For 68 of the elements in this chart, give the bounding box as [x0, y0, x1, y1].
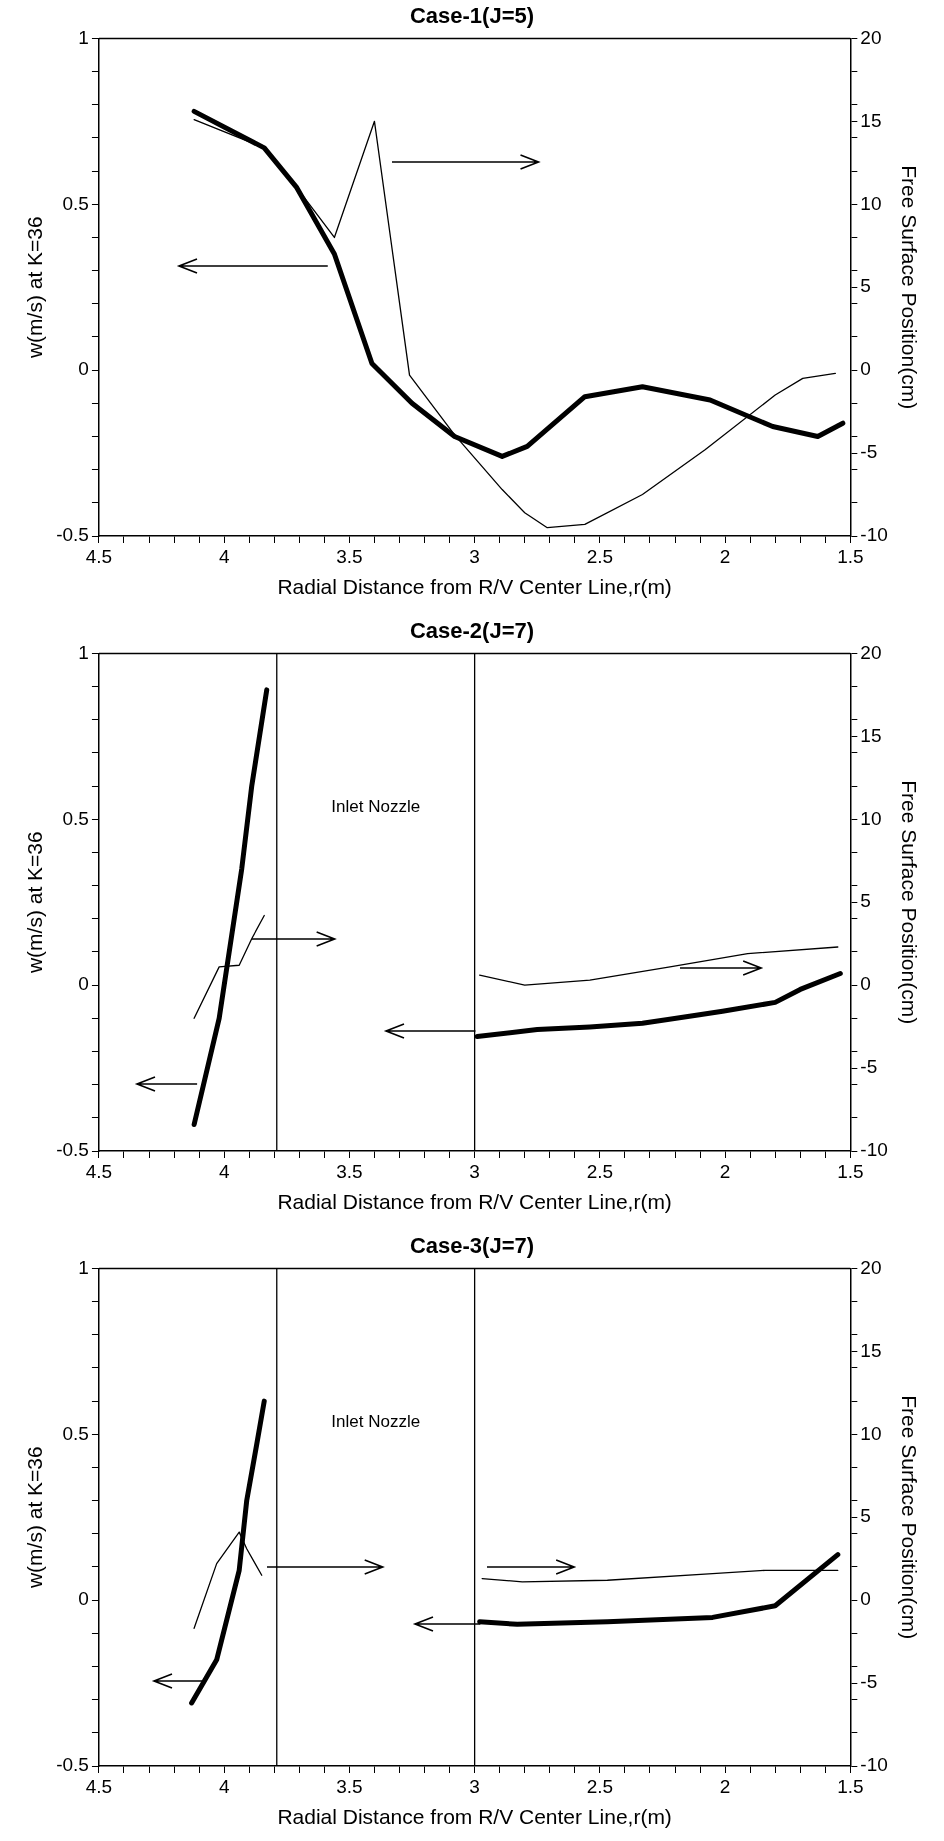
y2-tick-label: 5	[860, 275, 871, 297]
annotation: Inlet Nozzle	[331, 797, 421, 817]
y2-tick-label: -10	[860, 1754, 888, 1776]
y2-tick-label: -5	[860, 1671, 878, 1693]
x-tick-label: 2.5	[586, 545, 614, 567]
y2-tick-label: 15	[860, 724, 882, 746]
x-tick-label: 3.5	[336, 545, 363, 567]
y2-tick-label: 15	[860, 109, 882, 131]
x-tick-label: 3	[469, 1160, 480, 1182]
y-tick-label: 1	[78, 26, 89, 48]
y2-tick-label: -10	[860, 1139, 888, 1161]
y2-tick-label: 20	[860, 641, 882, 663]
y-tick-label: 0	[78, 1588, 89, 1610]
x-tick-label: 4	[218, 1775, 230, 1797]
y2-tick-label: 20	[860, 1256, 882, 1278]
y-tick-label: 0	[78, 973, 89, 995]
y-tick-label: 0.5	[62, 192, 89, 214]
y-tick-label: 0	[78, 358, 89, 380]
y2-tick-label: 5	[860, 1505, 871, 1527]
y2-tick-label: 10	[860, 1422, 882, 1444]
chart-title: Case-1(J=5)	[409, 3, 535, 29]
y-axis-title: w(m/s) at K=36	[23, 1446, 47, 1590]
y2-tick-label: -5	[860, 1056, 878, 1078]
y2-axis-title: Free Surface Position(cm)	[897, 165, 921, 410]
chart-title: Case-3(J=7)	[409, 1233, 535, 1259]
y2-tick-label: 5	[860, 890, 871, 912]
y-tick-label: 0.5	[62, 807, 89, 829]
x-tick-label: 2	[719, 545, 731, 567]
x-tick-label: 4.5	[85, 545, 113, 567]
y2-tick-label: -10	[860, 524, 888, 546]
y-tick-label: 1	[78, 1256, 89, 1278]
x-tick-label: 2	[719, 1775, 731, 1797]
y-axis-title: w(m/s) at K=36	[23, 831, 47, 975]
x-tick-label: 4	[218, 545, 230, 567]
chart-title: Case-2(J=7)	[409, 618, 535, 644]
y2-tick-label: 20	[860, 26, 882, 48]
x-tick-label: 2	[719, 1160, 731, 1182]
x-tick-label: 1.5	[837, 1160, 864, 1182]
x-tick-label: 2.5	[586, 1160, 614, 1182]
y2-tick-label: 0	[860, 358, 871, 380]
y-tick-label: 0.5	[62, 1422, 89, 1444]
y2-tick-label: 15	[860, 1339, 882, 1361]
y2-axis-title: Free Surface Position(cm)	[897, 780, 921, 1025]
y2-axis-title: Free Surface Position(cm)	[897, 1395, 921, 1640]
y-axis-title: w(m/s) at K=36	[23, 216, 47, 360]
x-tick-label: 4	[218, 1160, 230, 1182]
x-tick-label: 3.5	[336, 1160, 363, 1182]
x-tick-label: 2.5	[586, 1775, 614, 1797]
y2-tick-label: 10	[860, 807, 882, 829]
x-axis-title: Radial Distance from R/V Center Line,r(m)	[277, 575, 672, 599]
x-tick-label: 3	[469, 1775, 480, 1797]
x-axis-title: Radial Distance from R/V Center Line,r(m)	[277, 1805, 672, 1829]
x-tick-label: 1.5	[837, 1775, 864, 1797]
x-tick-label: 3	[469, 545, 480, 567]
y-tick-label: 1	[78, 641, 89, 663]
x-axis-title: Radial Distance from R/V Center Line,r(m)	[277, 1190, 672, 1214]
annotation: Inlet Nozzle	[331, 1412, 421, 1432]
x-tick-label: 1.5	[837, 545, 864, 567]
y-tick-label: -0.5	[56, 524, 89, 546]
y2-tick-label: 10	[860, 192, 882, 214]
y-tick-label: -0.5	[56, 1139, 89, 1161]
y-tick-label: -0.5	[56, 1754, 89, 1776]
x-tick-label: 3.5	[336, 1775, 363, 1797]
y2-tick-label: 0	[860, 1588, 871, 1610]
y2-tick-label: -5	[860, 441, 878, 463]
y2-tick-label: 0	[860, 973, 871, 995]
x-tick-label: 4.5	[85, 1160, 113, 1182]
x-tick-label: 4.5	[85, 1775, 113, 1797]
